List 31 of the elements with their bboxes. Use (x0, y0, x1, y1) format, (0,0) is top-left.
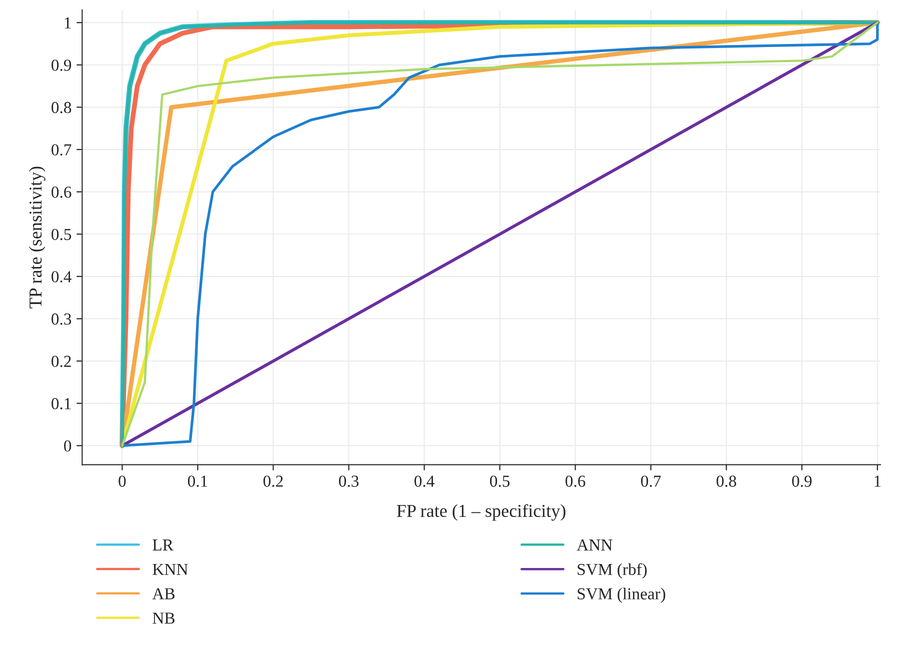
y-tick-label: 0.1 (52, 398, 71, 410)
x-tick-label: 0.3 (338, 476, 359, 487)
x-tick-label: 0.9 (792, 476, 812, 487)
x-tick-label: 0.5 (490, 476, 510, 487)
legend-label: SVM (linear) (578, 588, 666, 603)
legend-label: NB (152, 612, 175, 624)
x-tick-label: 0.2 (263, 476, 283, 487)
y-tick-label: 0.5 (52, 228, 72, 240)
y-tick-label: 0.9 (52, 60, 72, 71)
x-tick-label: 0 (118, 476, 126, 487)
legend-label: LR (152, 540, 174, 550)
x-axis-title: FP rate (1 – specificity) (396, 504, 566, 521)
legend-label: SVM (rbf) (578, 563, 647, 578)
x-tick-label: 0.4 (414, 476, 434, 487)
y-tick-label: 0.6 (52, 186, 72, 198)
y-tick-label: 0.4 (52, 271, 72, 282)
y-tick-label: 0.7 (52, 144, 72, 156)
x-tick-label: 0.7 (641, 476, 661, 487)
y-tick-label: 0 (64, 440, 72, 452)
legend-label: KNN (152, 564, 188, 575)
x-tick-label: 0.1 (188, 476, 208, 487)
y-tick-label: 0.2 (52, 356, 71, 368)
legend-label: ANN (576, 539, 612, 550)
y-tick-label: 1 (64, 17, 71, 28)
y-axis-title: TP rate (sensitivity) (28, 166, 46, 308)
y-tick-label: 0.8 (52, 102, 72, 114)
x-tick-label: 0.6 (566, 476, 586, 487)
legend-label: AB (152, 588, 175, 600)
x-tick-label: 1 (874, 476, 881, 487)
y-tick-label: 0.3 (52, 313, 72, 325)
x-tick-label: 0.8 (716, 476, 736, 487)
